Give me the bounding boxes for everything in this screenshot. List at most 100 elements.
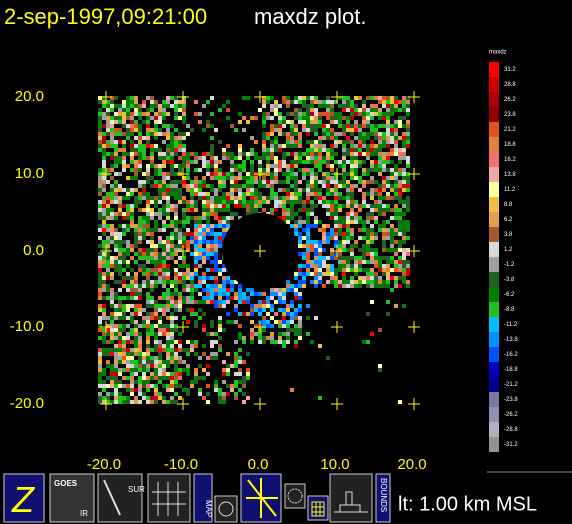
echo-cell [178,376,182,380]
echo-cell [262,144,266,148]
echo-cell [378,172,382,176]
echo-cell [334,244,338,248]
echo-cell [186,152,190,156]
echo-cell [102,296,106,300]
echo-cell [126,384,130,388]
echo-cell [250,320,254,324]
goes-button[interactable] [49,473,95,523]
echo-cell [206,292,210,296]
echo-cell [146,260,150,264]
echo-cell [138,296,142,300]
echo-cell [154,172,158,176]
echo-cell [210,276,214,280]
echo-cell [238,192,242,196]
echo-cell [170,340,174,344]
echo-cell [246,184,250,188]
echo-cell [346,184,350,188]
echo-cell [166,296,170,300]
echo-cell [194,344,198,348]
echo-cell [110,328,114,332]
echo-cell [258,308,262,312]
echo-cell [402,124,406,128]
profile-button[interactable] [329,473,373,523]
echo-cell [186,388,190,392]
rings-button[interactable] [284,483,306,509]
legend-label: 28.8 [504,82,516,88]
echo-cell [310,192,314,196]
echo-cell [170,320,174,324]
echo-cell [346,152,350,156]
echo-cell [366,112,370,116]
echo-cell [170,388,174,392]
echo-cell [230,160,234,164]
echo-cell [106,360,110,364]
echo-cell [382,204,386,208]
echo-cell [182,96,186,100]
echo-cell [178,300,182,304]
echo-cell [214,288,218,292]
echo-cell [158,324,162,328]
echo-cell [382,236,386,240]
echo-cell [114,384,118,388]
echo-cell [258,164,262,168]
echo-cell [262,120,266,124]
echo-cell [126,96,130,100]
echo-cell [290,100,294,104]
echo-cell [110,232,114,236]
echo-cell [182,232,186,236]
echo-cell [238,324,242,328]
echo-cell [122,376,126,380]
echo-cell [146,384,150,388]
echo-cell [214,240,218,244]
echo-cell [166,160,170,164]
echo-cell [342,268,346,272]
echo-cell [218,288,222,292]
echo-cell [298,264,302,268]
echo-cell [162,132,166,136]
echo-cell [142,380,146,384]
echo-cell [206,400,210,404]
echo-cell [146,168,150,172]
echo-cell [126,332,130,336]
echo-cell [170,180,174,184]
circle-button[interactable] [214,495,238,523]
echo-cell [202,152,206,156]
echo-cell [366,120,370,124]
echo-cell [342,132,346,136]
echo-cell [102,140,106,144]
bounds-button[interactable] [375,473,391,523]
echo-cell [354,212,358,216]
echo-cell [134,360,138,364]
echo-cell [350,196,354,200]
echo-cell [362,228,366,232]
y-label: 10.0 [15,165,44,182]
grid-button[interactable] [147,473,191,523]
echo-cell [382,272,386,276]
echo-cell [242,116,246,120]
echo-cell [130,204,134,208]
echo-cell [314,192,318,196]
echo-cell [278,188,282,192]
echo-cell [106,240,110,244]
z-button[interactable] [3,473,45,523]
echo-cell [322,180,326,184]
echo-cell [202,396,206,400]
legend-label: -16.2 [504,352,518,358]
map-button[interactable] [193,473,213,523]
echo-cell [134,380,138,384]
echo-cell [102,204,106,208]
echo-cell [142,368,146,372]
echo-cell [290,288,294,292]
echo-cell [174,352,178,356]
echo-cell [154,304,158,308]
echo-cell [254,192,258,196]
echo-cell [310,176,314,180]
echo-cell [118,260,122,264]
echo-cell [174,252,178,256]
echo-cell [318,120,322,124]
echo-cell [174,316,178,320]
echo-cell [306,140,310,144]
echo-cell [310,204,314,208]
legend-swatch [489,92,499,107]
echo-cell [378,200,382,204]
